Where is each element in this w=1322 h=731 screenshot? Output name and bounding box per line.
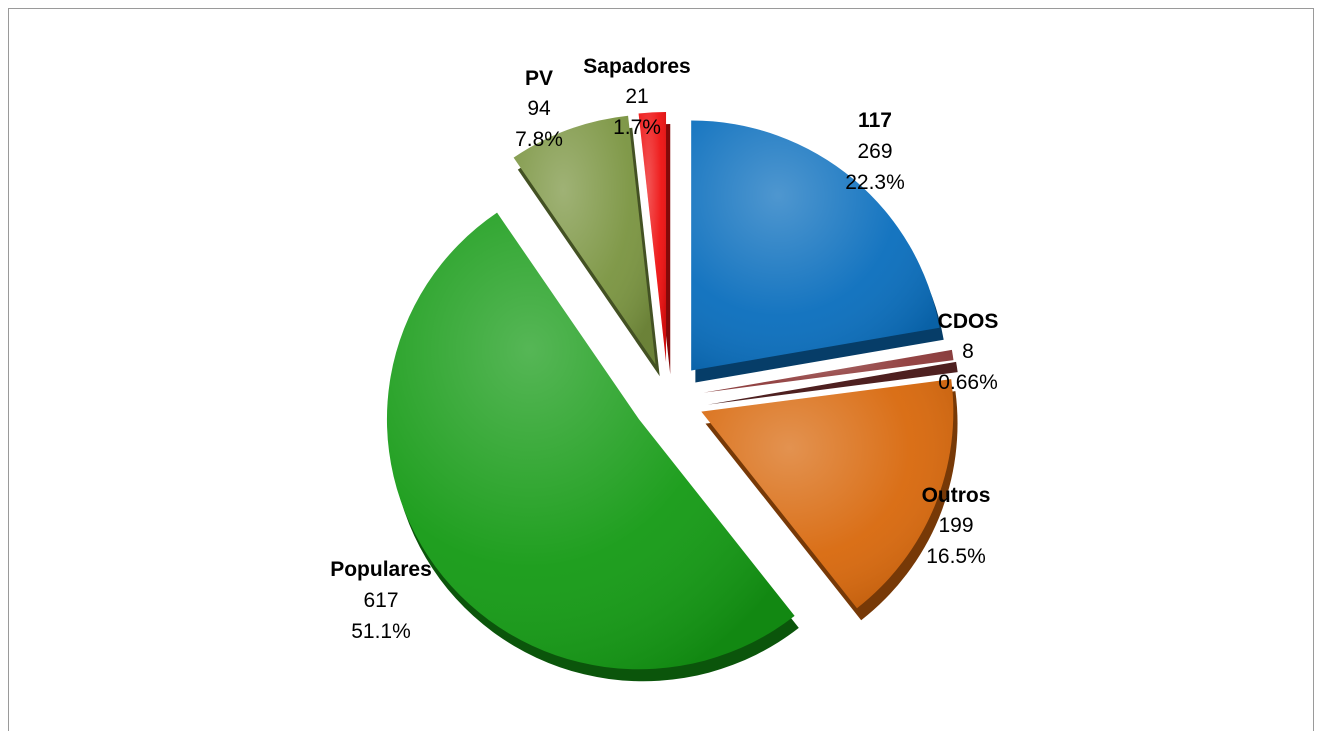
label-pv-percent: 7.8%: [515, 128, 563, 151]
pie-slice-cdos: [703, 349, 958, 405]
label-outros-percent: 16.5%: [926, 545, 986, 568]
pie-slice-cdos-side: [707, 361, 958, 405]
label-outros-name: Outros: [922, 484, 991, 507]
pie-slice-populares: [386, 212, 799, 682]
label-sapadores-name: Sapadores: [583, 55, 690, 78]
label-cdos-name: CDOS: [938, 310, 999, 333]
pie-slice-populares-gloss: [386, 212, 795, 670]
label-117-value: 269: [857, 140, 892, 163]
label-sapadores-value: 21: [625, 85, 648, 108]
label-sapadores-percent: 1.7%: [613, 116, 661, 139]
pie-slice-117: [691, 120, 944, 383]
label-outros-value: 199: [938, 514, 973, 537]
label-populares-value: 617: [363, 589, 398, 612]
label-populares-name: Populares: [330, 558, 432, 581]
label-cdos-value: 8: [962, 340, 974, 363]
pie-slice-outros-gloss: [701, 379, 954, 609]
pie-slice-sapadores: [638, 112, 671, 375]
label-117-percent: 22.3%: [845, 171, 905, 194]
pie-slice-117-gloss: [691, 120, 940, 371]
pie-slice-sapadores-gloss: [638, 112, 667, 363]
pie-slice-pv: [513, 115, 660, 377]
pie-slice-pv-gloss: [513, 115, 656, 365]
label-pv-name: PV: [525, 67, 553, 90]
label-117-name: 117: [858, 109, 892, 132]
pie-slice-cdos-gloss: [703, 349, 954, 393]
pie-slice-outros: [701, 379, 958, 621]
label-pv-value: 94: [527, 97, 551, 120]
label-cdos-percent: 0.66%: [938, 371, 998, 394]
label-populares-percent: 51.1%: [351, 620, 411, 643]
